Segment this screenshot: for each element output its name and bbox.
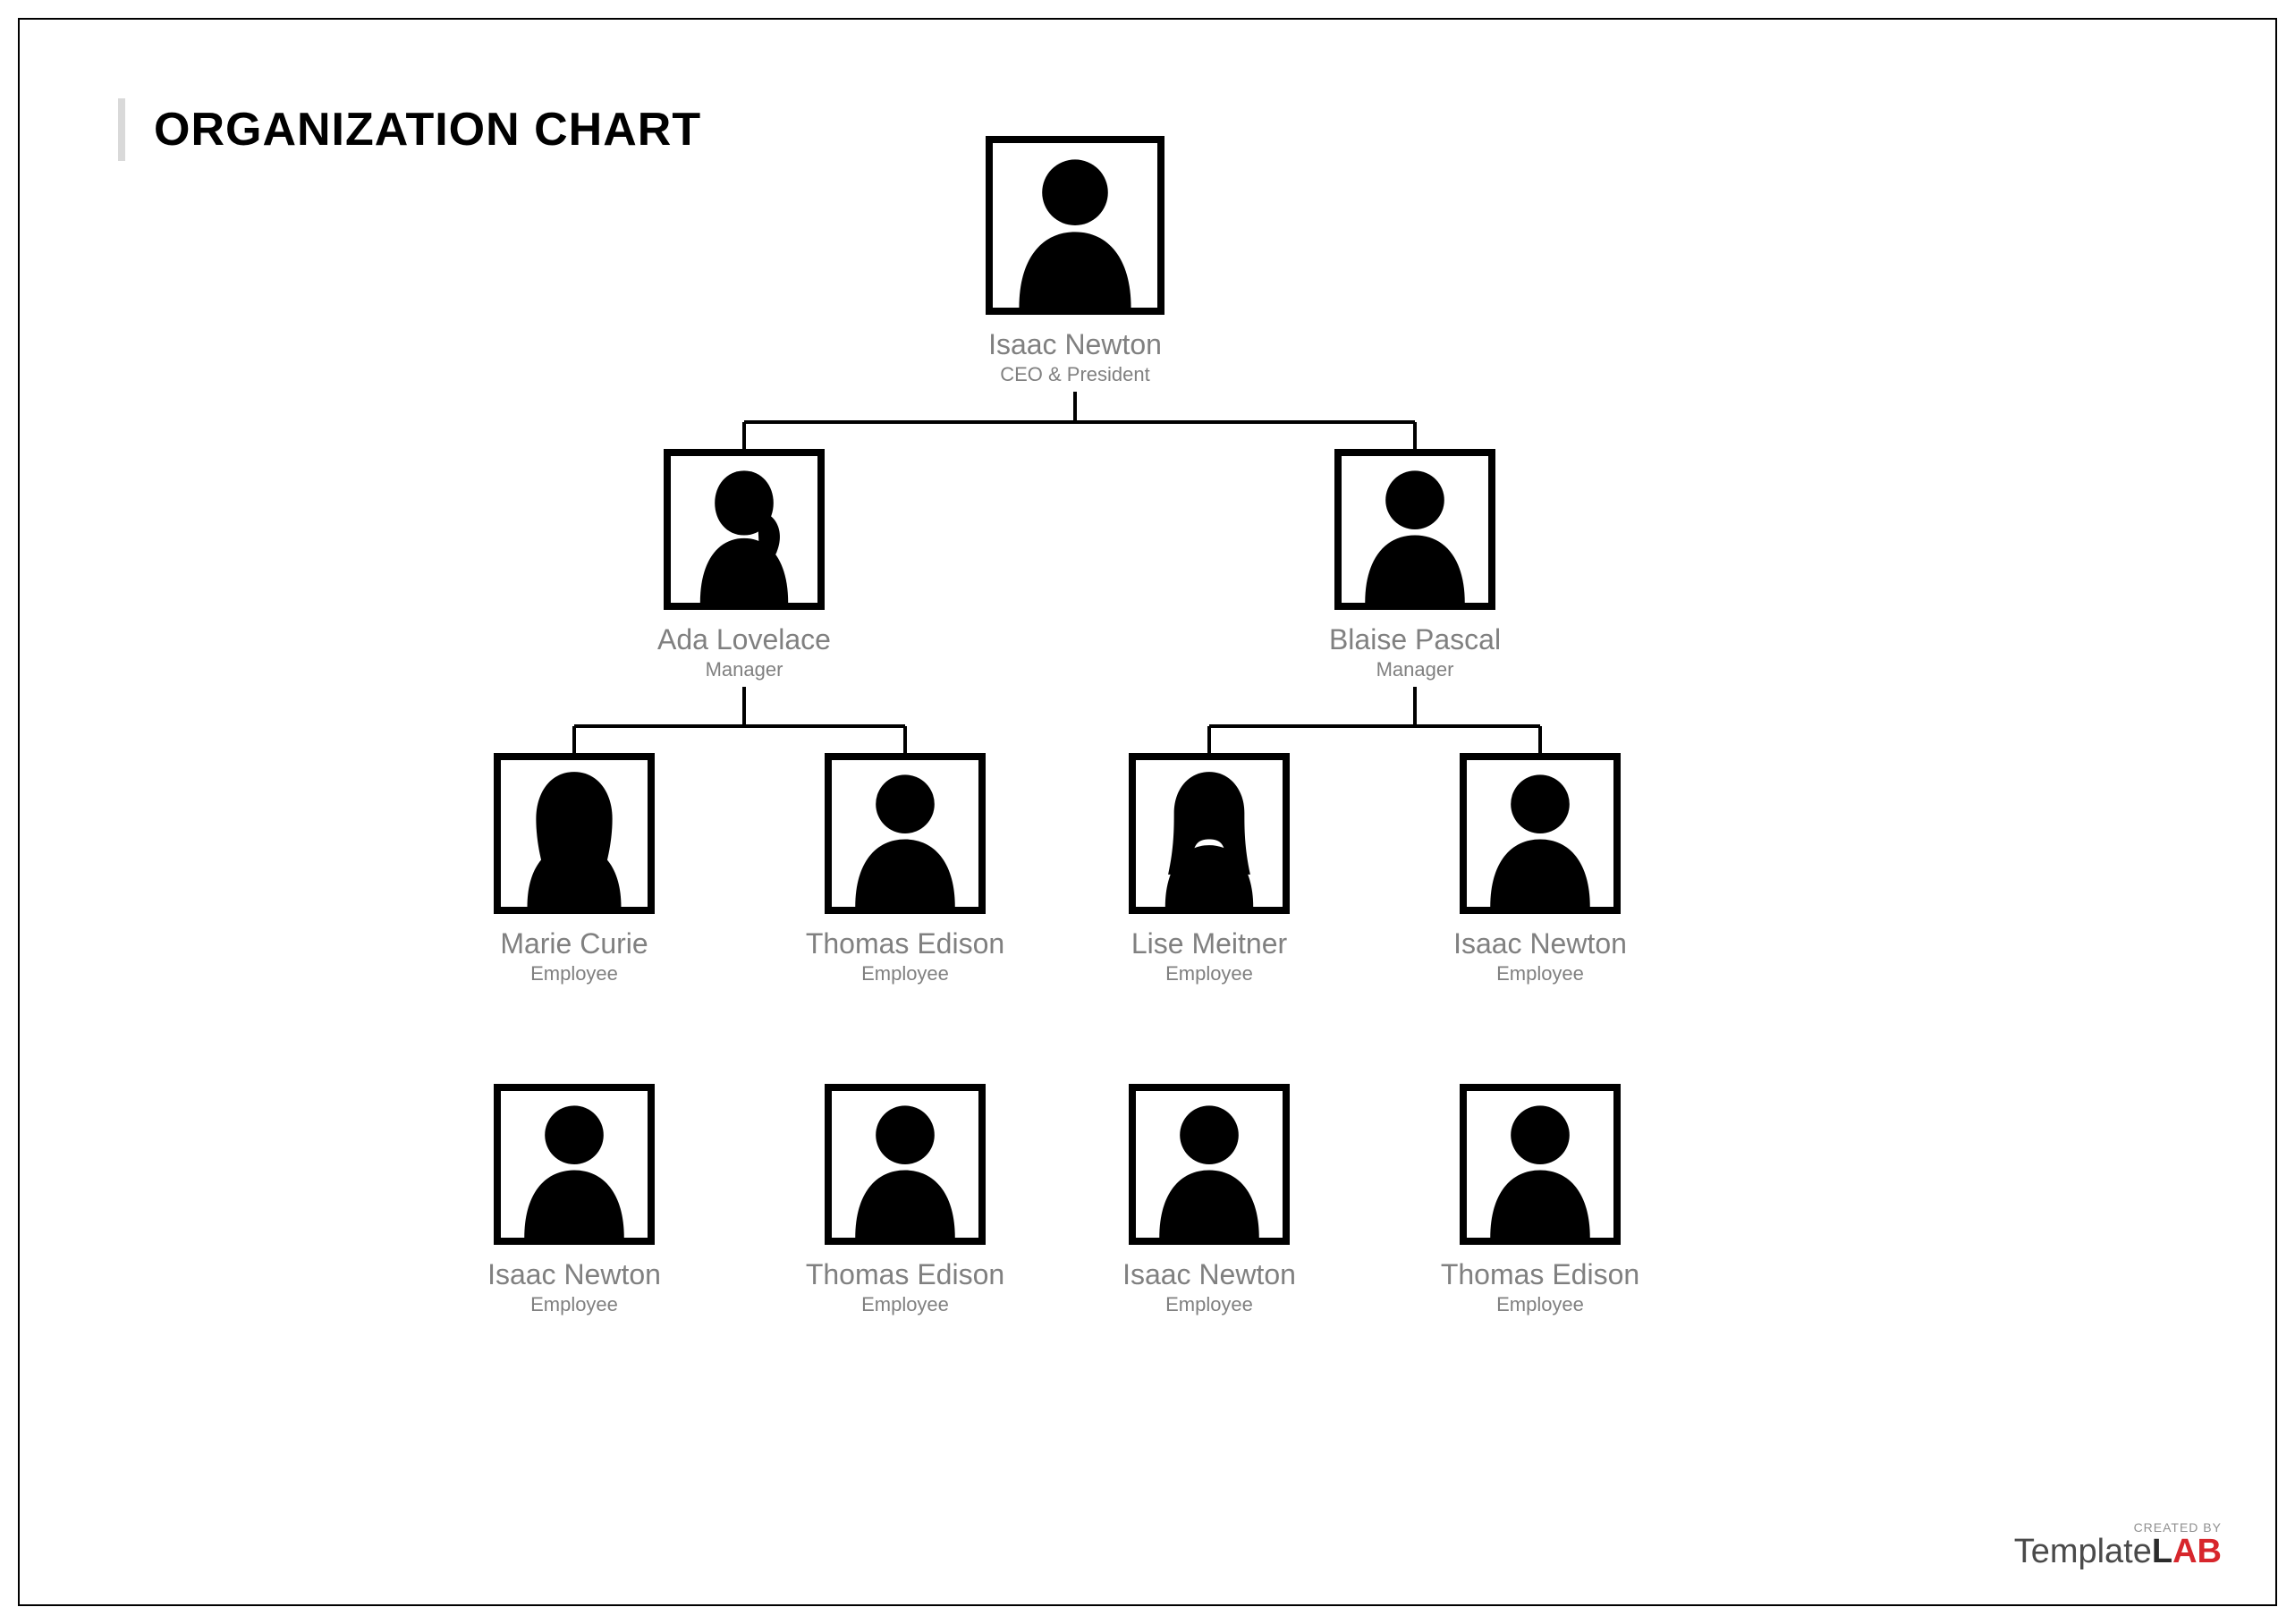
- node-name: Isaac Newton: [907, 328, 1243, 361]
- person-silhouette-icon: [832, 1091, 978, 1238]
- node-role: Employee: [746, 962, 1064, 985]
- avatar-frame: [825, 1084, 986, 1245]
- node-role: CEO & President: [907, 363, 1243, 386]
- page-frame: ORGANIZATION CHART Isaac NewtonCEO & Pre…: [18, 18, 2277, 1606]
- node-name: Lise Meitner: [1050, 927, 1368, 960]
- org-node: Isaac NewtonCEO & President: [907, 136, 1243, 386]
- node-name: Thomas Edison: [746, 927, 1064, 960]
- person-silhouette-icon: [1467, 1091, 1613, 1238]
- person-silhouette-icon: [671, 456, 817, 603]
- footer-brand: CREATED BY TemplateLAB: [2014, 1520, 2222, 1569]
- node-name: Thomas Edison: [746, 1258, 1064, 1291]
- avatar-frame: [825, 753, 986, 914]
- node-name: Isaac Newton: [1381, 927, 1699, 960]
- footer-logo-part2-b: AB: [2172, 1533, 2222, 1570]
- avatar-frame: [986, 136, 1164, 315]
- person-silhouette-icon: [1136, 760, 1283, 907]
- avatar-frame: [1129, 1084, 1290, 1245]
- org-node: Thomas EdisonEmployee: [1381, 1084, 1699, 1316]
- org-node: Thomas EdisonEmployee: [746, 753, 1064, 985]
- node-role: Employee: [1381, 1293, 1699, 1316]
- node-role: Employee: [415, 1293, 733, 1316]
- avatar-frame: [1334, 449, 1495, 610]
- node-name: Thomas Edison: [1381, 1258, 1699, 1291]
- node-role: Employee: [1050, 962, 1368, 985]
- person-silhouette-icon: [501, 1091, 648, 1238]
- node-name: Isaac Newton: [1050, 1258, 1368, 1291]
- person-silhouette-icon: [832, 760, 978, 907]
- person-silhouette-icon: [993, 143, 1157, 308]
- node-name: Marie Curie: [415, 927, 733, 960]
- node-name: Isaac Newton: [415, 1258, 733, 1291]
- org-node: Blaise PascalManager: [1256, 449, 1574, 681]
- avatar-frame: [664, 449, 825, 610]
- footer-logo-part2-a: L: [2152, 1533, 2172, 1570]
- node-role: Employee: [1381, 962, 1699, 985]
- node-role: Employee: [415, 962, 733, 985]
- org-node: Marie CurieEmployee: [415, 753, 733, 985]
- org-chart: Isaac NewtonCEO & PresidentAda LovelaceM…: [20, 127, 2275, 1604]
- org-node: Isaac NewtonEmployee: [1050, 1084, 1368, 1316]
- node-role: Manager: [585, 658, 903, 681]
- node-role: Employee: [746, 1293, 1064, 1316]
- node-role: Manager: [1256, 658, 1574, 681]
- avatar-frame: [1460, 753, 1621, 914]
- person-silhouette-icon: [501, 760, 648, 907]
- node-name: Ada Lovelace: [585, 623, 903, 656]
- node-name: Blaise Pascal: [1256, 623, 1574, 656]
- org-node: Ada LovelaceManager: [585, 449, 903, 681]
- node-role: Employee: [1050, 1293, 1368, 1316]
- person-silhouette-icon: [1467, 760, 1613, 907]
- org-node: Thomas EdisonEmployee: [746, 1084, 1064, 1316]
- person-silhouette-icon: [1136, 1091, 1283, 1238]
- org-node: Isaac NewtonEmployee: [415, 1084, 733, 1316]
- avatar-frame: [1460, 1084, 1621, 1245]
- person-silhouette-icon: [1342, 456, 1488, 603]
- org-node: Lise MeitnerEmployee: [1050, 753, 1368, 985]
- avatar-frame: [494, 753, 655, 914]
- org-node: Isaac NewtonEmployee: [1381, 753, 1699, 985]
- avatar-frame: [494, 1084, 655, 1245]
- footer-logo: TemplateLAB: [2014, 1535, 2222, 1569]
- footer-logo-part1: Template: [2014, 1533, 2152, 1570]
- avatar-frame: [1129, 753, 1290, 914]
